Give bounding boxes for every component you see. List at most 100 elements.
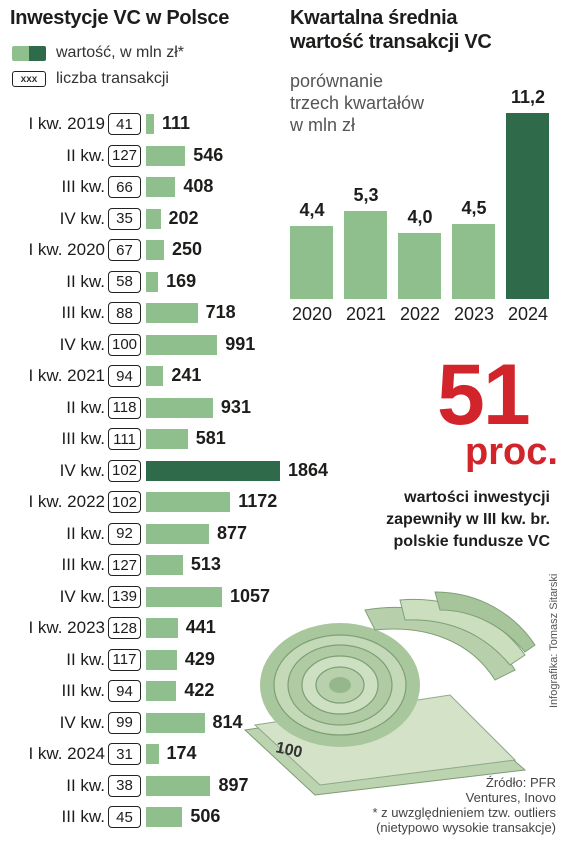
transaction-count: 139 bbox=[108, 585, 141, 608]
value-label: 174 bbox=[166, 743, 197, 763]
value-bar bbox=[146, 334, 218, 355]
average-bar bbox=[452, 224, 495, 299]
category-label: III kw. bbox=[61, 555, 105, 574]
year-label: 2021 bbox=[345, 304, 387, 324]
category-label: III kw. bbox=[61, 303, 105, 322]
callout-number: 51 bbox=[437, 347, 531, 443]
transaction-count: 38 bbox=[108, 774, 141, 797]
transaction-count: 118 bbox=[108, 396, 141, 419]
banknotes-illustration: 100 bbox=[243, 591, 536, 796]
value-bar bbox=[146, 303, 198, 323]
value-bar bbox=[146, 681, 177, 701]
transaction-count: 35 bbox=[108, 207, 141, 230]
year-label: 2020 bbox=[291, 304, 333, 324]
value-bar bbox=[146, 618, 178, 638]
transaction-count: 88 bbox=[108, 302, 141, 324]
category-label: I kw. 2020 bbox=[28, 240, 105, 259]
value-bar bbox=[146, 460, 280, 481]
callout-unit: proc. bbox=[465, 431, 558, 473]
category-label: IV kw. bbox=[59, 712, 105, 732]
transaction-count: 127 bbox=[108, 554, 141, 576]
category-label: II kw. bbox=[66, 523, 105, 543]
callout-line1: wartości inwestycji bbox=[404, 489, 550, 506]
right-subtitle-line2: trzech kwartałów bbox=[290, 93, 425, 113]
average-value-label: 5,3 bbox=[353, 184, 379, 205]
value-bar bbox=[146, 775, 211, 796]
svg-text:100: 100 bbox=[274, 739, 304, 761]
credit-text: Infografika: Tomasz Sitarski bbox=[548, 573, 560, 708]
category-label: III kw. bbox=[61, 429, 105, 448]
value-label: 241 bbox=[171, 365, 202, 385]
category-label: II kw. bbox=[66, 649, 105, 669]
category-label: IV kw. bbox=[59, 334, 105, 354]
transaction-count: 117 bbox=[108, 648, 141, 671]
category-label: II kw. bbox=[66, 775, 105, 795]
value-bar bbox=[146, 555, 183, 575]
average-value-label: 4,5 bbox=[461, 198, 487, 219]
transaction-count: 127 bbox=[108, 144, 141, 167]
average-value-label: 4,0 bbox=[407, 206, 433, 227]
category-label: I kw. 2021 bbox=[28, 366, 105, 385]
callout-line3: polskie fundusze VC bbox=[393, 533, 550, 550]
value-label: 581 bbox=[195, 428, 226, 448]
value-bar bbox=[146, 523, 210, 544]
value-label: 441 bbox=[185, 617, 216, 637]
year-label: 2024 bbox=[507, 304, 549, 324]
average-bar bbox=[506, 113, 549, 299]
year-label: 2023 bbox=[453, 304, 495, 324]
value-bar bbox=[146, 145, 186, 166]
transaction-count: 111 bbox=[108, 428, 141, 450]
value-bar bbox=[146, 807, 183, 827]
transaction-count: 94 bbox=[108, 680, 141, 702]
value-label: 202 bbox=[168, 207, 199, 228]
average-bar bbox=[398, 232, 441, 299]
value-label: 1864 bbox=[288, 459, 329, 480]
average-bar bbox=[290, 225, 333, 299]
value-bar bbox=[146, 649, 177, 670]
legend-count-box: xxx bbox=[12, 71, 46, 87]
transaction-count: 102 bbox=[108, 459, 141, 482]
average-bar bbox=[344, 210, 387, 299]
legend-count: xxx liczba transakcji bbox=[12, 70, 169, 88]
legend-count-label: liczba transakcji bbox=[56, 70, 169, 87]
left-chart-title: Inwestycje VC w Polsce bbox=[10, 7, 230, 29]
transaction-count: 67 bbox=[108, 239, 141, 261]
value-bar bbox=[146, 492, 231, 512]
transaction-count: 92 bbox=[108, 522, 141, 545]
average-value-label: 4,4 bbox=[299, 199, 325, 220]
right-chart-subtitle: porównanie trzech kwartałów w mln zł bbox=[290, 70, 424, 136]
value-label: 1057 bbox=[229, 585, 271, 606]
category-label: III kw. bbox=[61, 807, 105, 826]
category-label: II kw. bbox=[66, 145, 105, 165]
category-label: III kw. bbox=[61, 681, 105, 700]
category-label: I kw. 2019 bbox=[28, 114, 105, 133]
value-label: 250 bbox=[171, 239, 203, 259]
value-bar bbox=[146, 429, 188, 449]
value-label: 422 bbox=[184, 680, 215, 700]
value-label: 546 bbox=[193, 144, 224, 165]
legend-value-swatch bbox=[12, 45, 46, 61]
category-label: I kw. 2023 bbox=[28, 618, 105, 637]
value-bar bbox=[146, 114, 154, 134]
source-note: Źródło: PFR Ventures, Inovo * z uwzględn… bbox=[326, 775, 556, 835]
source-line2: Ventures, Inovo bbox=[465, 790, 556, 805]
value-bar bbox=[146, 240, 164, 260]
transaction-count: 66 bbox=[108, 176, 141, 198]
value-label: 877 bbox=[217, 522, 248, 543]
category-label: I kw. 2024 bbox=[28, 744, 105, 763]
value-bar bbox=[146, 208, 161, 229]
right-title-line2: wartość transakcji VC bbox=[290, 31, 492, 53]
value-bar bbox=[146, 744, 159, 764]
transaction-count: 41 bbox=[108, 113, 141, 135]
value-bar bbox=[146, 397, 213, 418]
legend-value-label: wartość, w mln zł* bbox=[56, 44, 185, 61]
source-line4: (nietypowo wysokie transakcje) bbox=[376, 820, 556, 835]
value-label: 1172 bbox=[238, 491, 278, 511]
callout-description: wartości inwestycji zapewniły w III kw. … bbox=[290, 487, 550, 553]
value-label: 513 bbox=[190, 554, 221, 574]
value-label: 718 bbox=[205, 302, 236, 322]
value-bar bbox=[146, 177, 176, 197]
callout-line2: zapewniły w III kw. br. bbox=[386, 511, 550, 528]
category-label: IV kw. bbox=[59, 460, 105, 480]
transaction-count: 58 bbox=[108, 270, 141, 293]
